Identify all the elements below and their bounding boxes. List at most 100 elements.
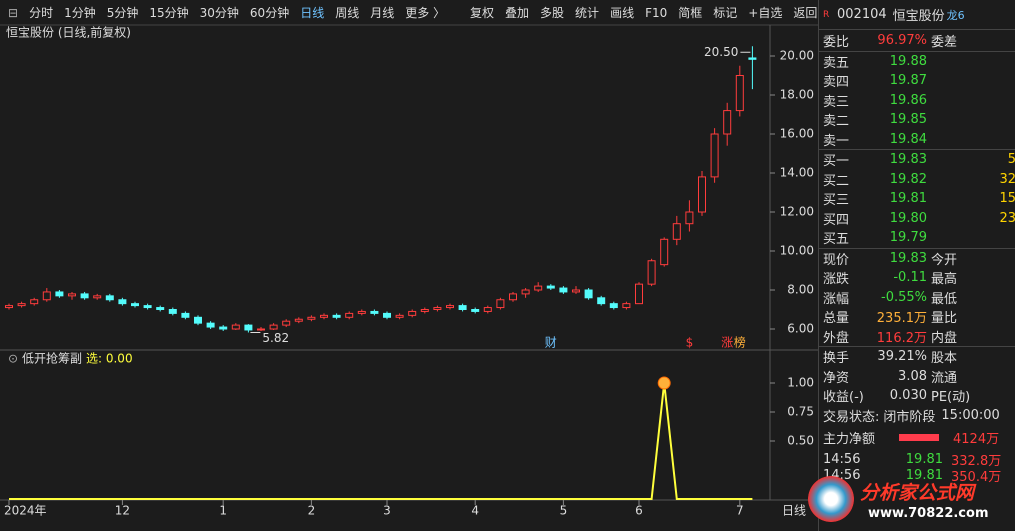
quote-label: 流通	[931, 370, 958, 386]
candle-body	[559, 287, 568, 293]
indicator-line	[9, 382, 753, 500]
main-net-row: 主力净额 4124万	[823, 428, 1015, 447]
y-tick-label: 14.00	[780, 166, 814, 180]
quote-value: 235.1万	[876, 311, 927, 326]
toolbar-button[interactable]: 简框	[678, 6, 703, 20]
quote-row: 总量 235.1万 量比	[823, 307, 1015, 326]
quote-label: 涨跌	[823, 272, 850, 287]
candle-body	[395, 314, 404, 318]
candle-body	[408, 310, 417, 316]
toolbar-button[interactable]: 60分钟	[249, 6, 290, 20]
toolbar-button[interactable]: 画线	[610, 6, 635, 20]
candle-body	[131, 303, 139, 307]
trade-price: 19.81	[905, 451, 943, 467]
quote-row: 收益(-) 0.030 PE(动)	[823, 386, 1015, 405]
logo	[808, 476, 854, 522]
candle-body	[672, 223, 681, 240]
quote-value: 19.87	[889, 73, 927, 88]
y-tick-label: 18.00	[780, 88, 814, 102]
toolbar-button[interactable]: F10	[645, 5, 668, 20]
candle-body	[710, 133, 719, 178]
candle-body	[471, 309, 480, 312]
quote-panel: R 002104 恒宝股份 龙6 委比 96.97% 委差 卖五 19.88 卖四 19.87 卖三…	[818, 0, 1015, 531]
toolbar-button[interactable]: 统计	[575, 6, 600, 20]
candle-body	[80, 293, 89, 299]
candle-body	[483, 307, 492, 312]
quote-value: 19.81	[889, 191, 927, 206]
candle-body	[534, 285, 543, 291]
candle-body	[496, 299, 505, 309]
candle-body	[622, 303, 631, 309]
candle-body	[219, 326, 228, 330]
quote-volume: 15	[999, 191, 1015, 206]
quote-value: 19.83	[889, 152, 927, 167]
toolbar-button[interactable]: 月线	[370, 6, 395, 20]
candle-body	[257, 328, 265, 331]
x-tick-label: 2	[308, 504, 316, 518]
trade-row: 14:56 19.81 350.4万	[823, 466, 1015, 485]
period-label[interactable]: 日线	[782, 504, 806, 518]
chart-area: 恒宝股份 (日线,前复权) ⊙ 低开抢筹副 选: 0.00 日线 6.00 8.0…	[0, 24, 818, 518]
status-label: 交易状态:	[823, 409, 880, 425]
quote-label: 买五	[823, 232, 850, 247]
toolbar-button[interactable]: 复权	[470, 6, 495, 20]
divider	[819, 149, 1015, 150]
watermark: 分析家公式网 www.70822.com	[808, 472, 1008, 527]
event-marker[interactable]: 榜	[734, 335, 746, 350]
candle-body	[17, 303, 26, 307]
menu-icon[interactable]: ⊟	[8, 5, 19, 20]
x-tick-label: 3	[383, 504, 391, 518]
quote-label: 换手	[823, 351, 850, 366]
toolbar-button[interactable]: 周线	[335, 6, 360, 20]
candle-body	[55, 291, 64, 297]
trade-volume: 332.8万	[951, 453, 1002, 469]
toolbar-button[interactable]: 分时	[29, 6, 54, 20]
toolbar-button[interactable]: 30分钟	[199, 6, 239, 20]
candle-body	[357, 310, 366, 314]
toolbar-button[interactable]: 15分钟	[149, 6, 189, 20]
toolbar-button[interactable]: 叠加	[505, 6, 530, 20]
x-tick-label: 1	[219, 504, 227, 518]
toolbar-button[interactable]: 5分钟	[106, 6, 139, 20]
tag: 龙6	[946, 8, 965, 22]
quote-value: 3.08	[898, 368, 927, 384]
candle-body	[282, 320, 291, 326]
quote-value: -0.55%	[881, 289, 927, 305]
toolbar-button[interactable]: +自选	[748, 6, 783, 20]
quote-label: 委比	[823, 35, 850, 50]
event-marker[interactable]: 涨	[721, 335, 733, 350]
toolbar-button[interactable]: 返回	[793, 6, 818, 20]
toolbar-button[interactable]: 1分钟	[64, 6, 96, 20]
quote-value: 116.2万	[876, 330, 927, 346]
candle-body	[420, 309, 429, 312]
quote-value: 0.030	[889, 388, 927, 403]
candle-body	[572, 289, 580, 293]
toolbar-button[interactable]: 日线	[300, 6, 325, 20]
toolbar-button[interactable]: 更多 〉	[405, 6, 446, 20]
toolbar-button[interactable]: 标记	[713, 6, 738, 20]
chart-title: 恒宝股份 (日线,前复权)	[6, 25, 131, 40]
candle-body	[383, 312, 391, 318]
candle-body	[68, 293, 76, 297]
quote-row: 买五 19.79	[823, 228, 1015, 247]
quote-volume: 32	[999, 171, 1015, 187]
quote-row: 卖四 19.87	[823, 71, 1015, 90]
candle-body	[307, 316, 316, 320]
indicator-title: 低开抢筹副	[22, 351, 82, 366]
stock-code: 002104	[837, 7, 887, 22]
event-marker[interactable]: $	[686, 336, 694, 350]
event-marker[interactable]: 财	[545, 336, 557, 350]
quote-row: 买一 19.83 5	[823, 150, 1015, 169]
candle-body	[269, 324, 278, 330]
candle-body	[30, 299, 39, 305]
quote-label: 卖二	[823, 114, 850, 129]
quote-label: 买三	[823, 193, 850, 208]
candle-body	[231, 324, 240, 330]
watermark-title: 分析家公式网	[860, 482, 975, 504]
quote-row: 卖二 19.85	[823, 110, 1015, 129]
toolbar-button[interactable]: 多股	[540, 6, 565, 20]
quote-label: 今开	[931, 252, 958, 268]
candle-body	[735, 75, 744, 112]
stock-name: 恒宝股份	[892, 9, 945, 24]
candle-body	[597, 297, 606, 305]
